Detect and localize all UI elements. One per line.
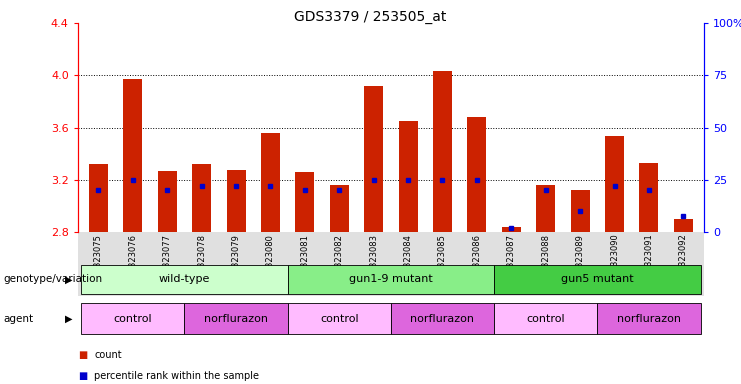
- Text: ▶: ▶: [65, 314, 73, 324]
- Text: norflurazon: norflurazon: [411, 314, 474, 324]
- Text: control: control: [320, 314, 359, 324]
- Text: genotype/variation: genotype/variation: [4, 274, 103, 285]
- Bar: [502, 227, 521, 232]
- Text: count: count: [94, 350, 122, 360]
- Bar: [89, 164, 108, 232]
- Bar: [192, 164, 211, 232]
- Text: GDS3379 / 253505_at: GDS3379 / 253505_at: [294, 10, 447, 23]
- Text: ▶: ▶: [65, 274, 73, 285]
- Bar: [261, 133, 280, 232]
- Text: norflurazon: norflurazon: [617, 314, 681, 324]
- Bar: [227, 169, 245, 232]
- Text: wild-type: wild-type: [159, 274, 210, 285]
- Bar: [365, 86, 383, 232]
- Bar: [124, 79, 142, 232]
- Bar: [639, 163, 658, 232]
- Text: gun5 mutant: gun5 mutant: [561, 274, 634, 285]
- Bar: [571, 190, 590, 232]
- Text: ■: ■: [78, 371, 87, 381]
- Bar: [536, 185, 555, 232]
- Bar: [605, 136, 624, 232]
- Text: control: control: [526, 314, 565, 324]
- Bar: [433, 71, 452, 232]
- Bar: [158, 171, 176, 232]
- Text: ■: ■: [78, 350, 87, 360]
- Text: agent: agent: [4, 314, 34, 324]
- Text: control: control: [113, 314, 152, 324]
- Bar: [330, 185, 349, 232]
- Text: percentile rank within the sample: percentile rank within the sample: [94, 371, 259, 381]
- Bar: [296, 172, 314, 232]
- Bar: [399, 121, 417, 232]
- Bar: [468, 117, 486, 232]
- Text: norflurazon: norflurazon: [204, 314, 268, 324]
- Bar: [674, 219, 693, 232]
- Text: gun1-9 mutant: gun1-9 mutant: [349, 274, 433, 285]
